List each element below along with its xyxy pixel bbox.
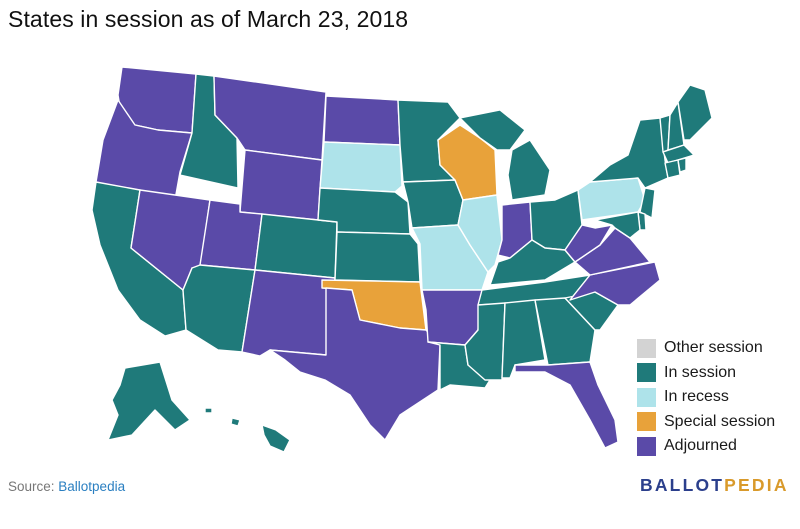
legend-item-adjourned: Adjourned: [637, 434, 775, 459]
legend-swatch: [637, 338, 656, 358]
legend-item-other-session: Other session: [637, 336, 775, 361]
state-CT[interactable]: [664, 159, 681, 179]
legend-label: Special session: [664, 412, 776, 430]
legend-item-in-recess: In recess: [637, 385, 775, 410]
state-OR[interactable]: [95, 99, 193, 201]
legend-swatch: [637, 436, 656, 456]
legend-label: In recess: [664, 388, 729, 406]
legend-item-special-session: Special session: [637, 410, 775, 435]
legend: Other session In session In recess Speci…: [637, 336, 775, 459]
state-AK[interactable]: [107, 361, 191, 441]
state-CO[interactable]: [254, 213, 338, 279]
state-IL[interactable]: [457, 194, 503, 273]
legend-label: In session: [664, 363, 737, 381]
legend-label: Adjourned: [664, 437, 737, 455]
state-SD[interactable]: [319, 141, 403, 193]
legend-swatch: [637, 412, 656, 432]
state-TX[interactable]: [269, 287, 441, 441]
source-prefix: Source:: [8, 479, 59, 494]
logo-part-pedia: PEDIA: [724, 475, 789, 495]
legend-label: Other session: [664, 339, 763, 357]
source-link[interactable]: Ballotpedia: [58, 479, 126, 494]
state-HI[interactable]: [204, 407, 291, 453]
state-ND[interactable]: [323, 95, 401, 146]
logo-part-ballot: BALLOT: [640, 475, 725, 495]
state-WY[interactable]: [239, 149, 323, 221]
ballotpedia-logo: BALLOTPEDIA: [640, 475, 789, 496]
state-KS[interactable]: [334, 231, 421, 283]
state-MA[interactable]: [662, 144, 695, 164]
state-MI[interactable]: [459, 109, 551, 201]
state-NM[interactable]: [241, 269, 336, 357]
state-MD[interactable]: [594, 211, 641, 239]
source-note: Source: Ballotpedia: [8, 479, 125, 494]
legend-swatch: [637, 363, 656, 383]
map-title: States in session as of March 23, 2018: [8, 6, 409, 32]
legend-swatch: [637, 387, 656, 407]
legend-item-in-session: In session: [637, 361, 775, 386]
state-ME[interactable]: [677, 84, 713, 141]
state-NJ[interactable]: [639, 187, 656, 219]
state-NY[interactable]: [589, 117, 669, 189]
state-RI[interactable]: [677, 157, 687, 173]
state-IA[interactable]: [402, 179, 464, 229]
state-FL[interactable]: [514, 361, 619, 449]
